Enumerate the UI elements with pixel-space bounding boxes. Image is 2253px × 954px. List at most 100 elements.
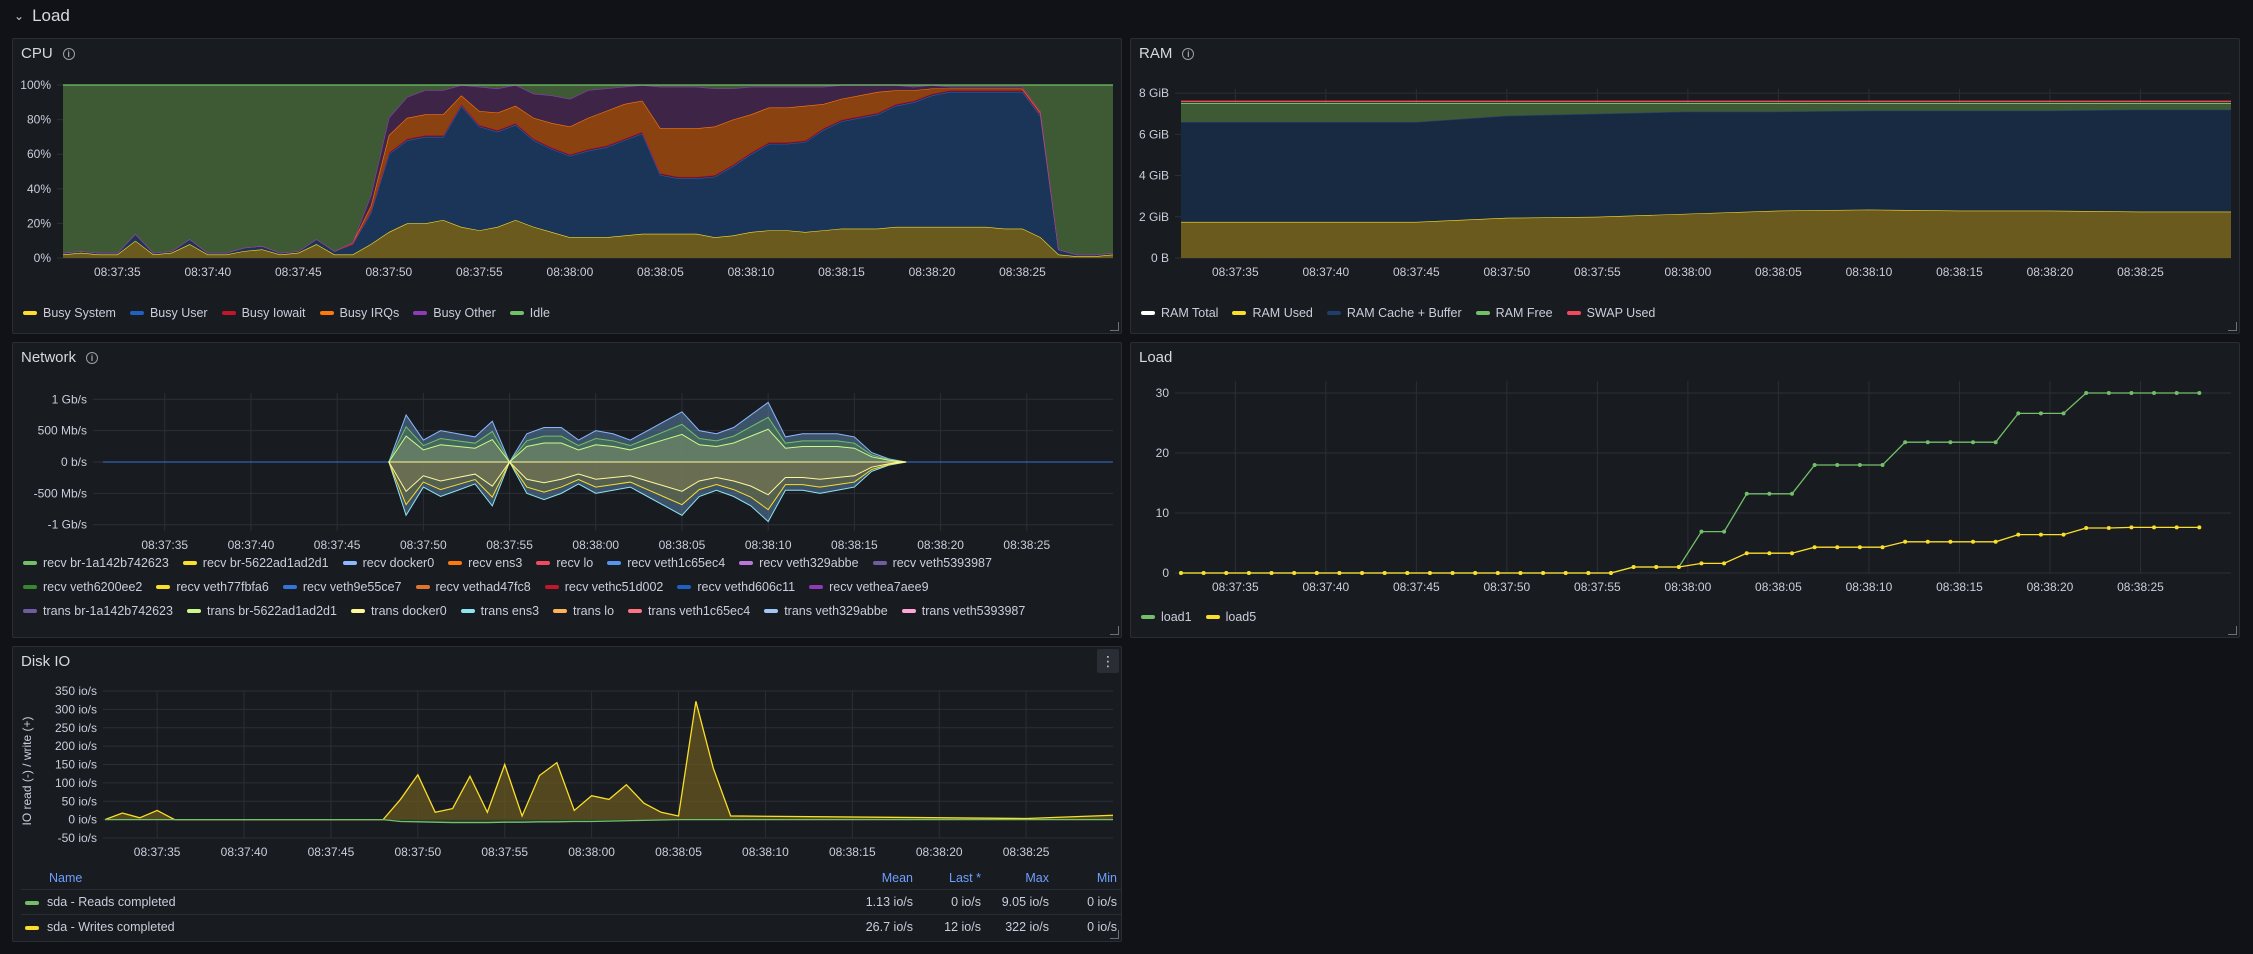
legend-item[interactable]: trans docker0 bbox=[350, 604, 447, 618]
y-tick-label: 0 io/s bbox=[68, 813, 97, 827]
legend-item[interactable]: recv docker0 bbox=[342, 556, 434, 570]
row-title: Load bbox=[32, 6, 70, 25]
legend-item[interactable]: Busy IRQs bbox=[319, 306, 399, 320]
mean-header[interactable]: Mean bbox=[881, 871, 913, 885]
legend-item[interactable]: recv lo bbox=[536, 556, 593, 570]
ram-free-area bbox=[1181, 103, 2231, 122]
y-tick-label: 20% bbox=[27, 216, 51, 230]
legend-item[interactable]: trans lo bbox=[553, 604, 614, 618]
legend-label: SWAP Used bbox=[1586, 306, 1656, 320]
legend-item[interactable]: load1 bbox=[1141, 610, 1192, 624]
legend-item[interactable]: recv veth77fbfa6 bbox=[156, 580, 269, 594]
legend-item[interactable]: Busy Iowait bbox=[221, 306, 306, 320]
legend-item[interactable]: Idle bbox=[509, 306, 550, 320]
x-tick-label: 08:37:50 bbox=[1484, 580, 1531, 594]
resize-handle[interactable] bbox=[1110, 626, 1119, 635]
load5-point bbox=[1857, 545, 1862, 550]
table-row[interactable]: sda - Writes completed 26.7 io/s 12 io/s 32… bbox=[21, 914, 1121, 939]
legend-item[interactable]: trans veth329abbe bbox=[764, 604, 888, 618]
legend-item[interactable]: RAM Free bbox=[1475, 306, 1553, 320]
resize-handle[interactable] bbox=[1110, 322, 1119, 331]
network-panel-header[interactable]: Network i bbox=[21, 349, 99, 366]
info-icon[interactable]: i bbox=[62, 47, 75, 60]
series-name[interactable]: sda - Reads completed bbox=[21, 889, 839, 915]
load-legend: load1 load5 bbox=[1141, 605, 1256, 629]
load1-point bbox=[2106, 391, 2111, 395]
legend-label: recv lo bbox=[556, 556, 594, 570]
panel-title: Load bbox=[1139, 349, 1173, 366]
legend-item[interactable]: recv ens3 bbox=[448, 556, 522, 570]
legend-item[interactable]: load5 bbox=[1205, 610, 1256, 624]
cpu-chart: 100% 80% 60% 40% 20% 0% 08:37:35 08:37:40 08:37:… bbox=[20, 78, 1114, 279]
legend-item[interactable]: recv vethd606c11 bbox=[677, 580, 795, 594]
table-row[interactable]: sda - Reads completed 1.13 io/s 0 io/s 9.05… bbox=[21, 889, 1121, 915]
load5-point bbox=[1586, 571, 1591, 575]
resize-handle[interactable] bbox=[2228, 322, 2237, 331]
legend-item[interactable]: recv vethc51d002 bbox=[544, 580, 663, 594]
legend-label: Busy User bbox=[149, 306, 208, 320]
legend-item[interactable]: RAM Total bbox=[1141, 306, 1218, 320]
load5-point bbox=[1789, 551, 1794, 556]
cpu-panel-header[interactable]: CPU i bbox=[21, 45, 75, 62]
load5-point bbox=[1654, 565, 1659, 569]
x-tick-label: 08:38:10 bbox=[1846, 265, 1893, 279]
x-tick-label: 08:38:15 bbox=[829, 845, 876, 859]
reads-line bbox=[105, 818, 1113, 824]
resize-handle[interactable] bbox=[2228, 626, 2237, 635]
legend-label: trans docker0 bbox=[370, 604, 447, 618]
legend-item[interactable]: Busy Other bbox=[413, 306, 496, 320]
load1-point bbox=[1767, 491, 1772, 496]
legend-item[interactable]: SWAP Used bbox=[1566, 306, 1656, 320]
name-header[interactable]: Name bbox=[49, 871, 83, 885]
legend-item[interactable]: recv vethea7aee9 bbox=[809, 580, 929, 594]
load1-point bbox=[1948, 440, 1953, 445]
panel-title: CPU bbox=[21, 45, 53, 62]
resize-handle[interactable] bbox=[1110, 930, 1119, 939]
legend-item[interactable]: trans veth5393987 bbox=[901, 604, 1025, 618]
info-icon[interactable]: i bbox=[86, 351, 99, 364]
load5-point bbox=[1631, 565, 1636, 569]
last-header[interactable]: Last * bbox=[949, 871, 981, 885]
legend-item[interactable]: trans br-1a142b742623 bbox=[23, 604, 173, 618]
load-panel-header[interactable]: Load bbox=[1139, 349, 1172, 366]
x-tick-label: 08:37:40 bbox=[228, 538, 275, 552]
load5-point bbox=[1405, 571, 1410, 575]
min-header[interactable]: Min bbox=[1096, 871, 1117, 885]
x-tick-label: 08:38:00 bbox=[572, 538, 619, 552]
legend-item[interactable]: Busy User bbox=[129, 306, 208, 320]
max-header[interactable]: Max bbox=[1025, 871, 1049, 885]
legend-swatch bbox=[536, 561, 551, 565]
legend-item[interactable]: recv br-5622ad1ad2d1 bbox=[182, 556, 329, 570]
legend-item[interactable]: trans br-5622ad1ad2d1 bbox=[186, 604, 337, 618]
panel-menu-icon[interactable]: ⋮ bbox=[1097, 649, 1119, 673]
legend-item[interactable]: recv veth329abbe bbox=[739, 556, 859, 570]
disk-io-panel-header[interactable]: Disk IO bbox=[21, 653, 70, 670]
legend-item[interactable]: recv veth9e55ce7 bbox=[282, 580, 402, 594]
x-tick-label: 08:37:50 bbox=[400, 538, 447, 552]
row-header-load[interactable]: ⌄ Load bbox=[14, 4, 70, 28]
legend-item[interactable]: trans ens3 bbox=[460, 604, 539, 618]
series-name[interactable]: sda - Writes completed bbox=[21, 914, 839, 939]
legend-item[interactable]: recv veth1c65ec4 bbox=[607, 556, 725, 570]
legend-item[interactable]: Busy System bbox=[23, 306, 116, 320]
load5-point bbox=[2084, 526, 2089, 530]
legend-item[interactable]: RAM Used bbox=[1232, 306, 1313, 320]
idle-area bbox=[63, 85, 1113, 255]
info-icon[interactable]: i bbox=[1182, 47, 1195, 60]
legend-swatch bbox=[23, 561, 37, 565]
legend-item[interactable]: RAM Cache + Buffer bbox=[1326, 306, 1462, 320]
ram-panel-header[interactable]: RAM i bbox=[1139, 45, 1195, 62]
x-tick-label: 08:37:45 bbox=[1393, 265, 1440, 279]
busy-system-area bbox=[63, 219, 1113, 258]
min-value: 0 io/s bbox=[1053, 914, 1121, 939]
legend-item[interactable]: recv vethad47fc8 bbox=[415, 580, 531, 594]
load5-point bbox=[1541, 571, 1546, 575]
legend-swatch bbox=[1141, 311, 1155, 315]
load5-point bbox=[1224, 571, 1229, 575]
legend-item[interactable]: recv br-1a142b742623 bbox=[23, 556, 169, 570]
y-tick-label: 0 bbox=[1162, 566, 1169, 580]
y-tick-label: 300 io/s bbox=[55, 702, 97, 716]
legend-item[interactable]: recv veth5393987 bbox=[872, 556, 992, 570]
legend-item[interactable]: trans veth1c65ec4 bbox=[628, 604, 750, 618]
legend-item[interactable]: recv veth6200ee2 bbox=[23, 580, 142, 594]
